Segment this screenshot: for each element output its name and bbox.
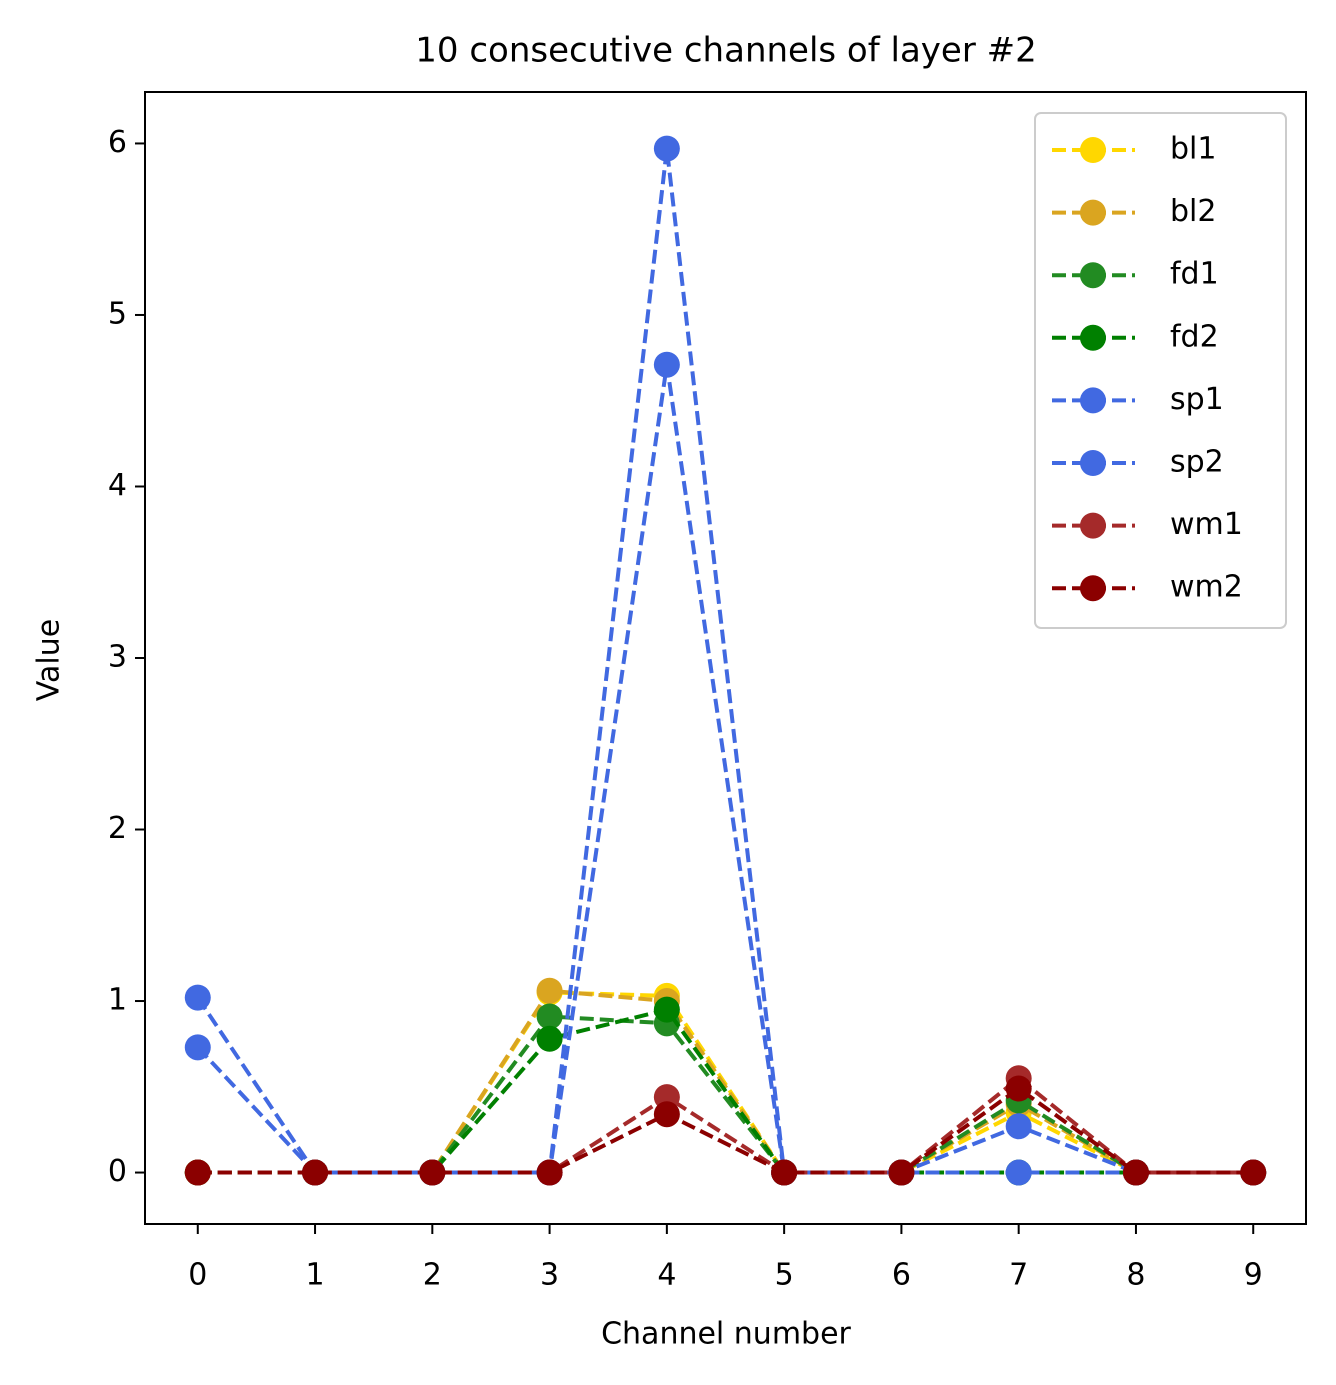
point (653, 351, 680, 378)
legend-marker (1080, 512, 1106, 539)
series-line (197, 1086, 1254, 1175)
x-tick-label: 7 (1009, 1258, 1028, 1293)
series-line (197, 1075, 1254, 1175)
point (1005, 1113, 1032, 1140)
y-tick-label: 1 (108, 983, 127, 1018)
legend-label: fd1 (1170, 257, 1219, 292)
x-tick-label: 6 (892, 1258, 911, 1293)
x-tick-label: 0 (188, 1258, 207, 1293)
legend-label: sp1 (1170, 382, 1224, 417)
legend-label: bl2 (1170, 194, 1216, 229)
x-tick-label: 9 (1244, 1258, 1263, 1293)
x-axis-label: Channel number (601, 1317, 851, 1352)
point (536, 1025, 563, 1052)
point (653, 135, 680, 162)
legend-label: sp2 (1170, 445, 1224, 480)
legend-marker (1080, 450, 1106, 476)
y-axis-label: Value (32, 619, 67, 701)
x-tick-label: 4 (657, 1258, 676, 1293)
series-line (197, 1014, 1254, 1175)
y-tick-label: 6 (108, 125, 127, 160)
point (653, 1101, 680, 1128)
point (419, 1159, 446, 1186)
series-line (196, 364, 1254, 1175)
point (771, 1159, 798, 1186)
legend-marker (1080, 387, 1106, 414)
legend-label: wm2 (1170, 570, 1243, 605)
point (184, 1034, 211, 1061)
point (184, 984, 211, 1011)
x-tick-label: 2 (423, 1258, 442, 1293)
chart-title: 10 consecutive channels of layer #2 (415, 31, 1036, 71)
y-tick-label: 3 (108, 640, 127, 675)
point (1122, 1159, 1149, 1186)
legend-marker (1080, 137, 1106, 163)
point (536, 977, 563, 1004)
point (536, 1159, 563, 1186)
x-tick-label: 1 (305, 1258, 324, 1293)
y-tick-label: 5 (108, 296, 127, 331)
series-line (197, 988, 1254, 1175)
x-tick-label: 5 (775, 1258, 794, 1293)
y-tick-label: 0 (108, 1154, 127, 1189)
y-tick-label: 4 (108, 468, 127, 503)
point (1005, 1075, 1032, 1102)
point (1240, 1159, 1267, 1186)
point (184, 1159, 211, 1186)
point (536, 1003, 563, 1030)
point (653, 996, 680, 1023)
legend-marker (1080, 199, 1106, 226)
legend-marker (1080, 324, 1106, 351)
legend-box (1034, 112, 1287, 629)
point (888, 1159, 915, 1186)
x-tick-label: 3 (540, 1258, 559, 1293)
point (1005, 1159, 1032, 1186)
legend-label: wm1 (1170, 507, 1243, 542)
point (302, 1159, 329, 1186)
x-tick-label: 8 (1126, 1258, 1145, 1293)
plot-frame (144, 91, 1307, 1225)
y-tick-label: 2 (108, 811, 127, 846)
legend-marker (1080, 575, 1106, 602)
legend-label: bl1 (1170, 132, 1216, 167)
legend-marker (1080, 262, 1106, 289)
legend-label: fd2 (1170, 319, 1219, 354)
